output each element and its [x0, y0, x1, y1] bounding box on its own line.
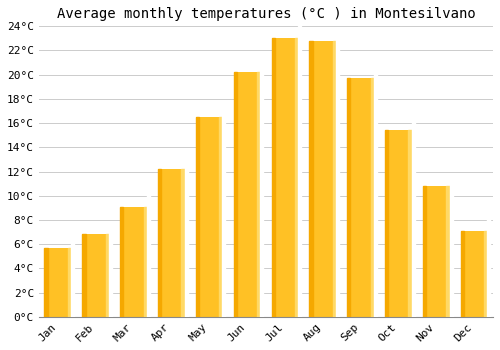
- Bar: [310, 41, 312, 317]
- Bar: [333, 41, 336, 317]
- Bar: [374, 66, 377, 317]
- Bar: [182, 169, 184, 317]
- Bar: [408, 131, 412, 317]
- Bar: [144, 206, 146, 317]
- Bar: [370, 78, 374, 317]
- Bar: [348, 78, 374, 317]
- Bar: [272, 38, 275, 317]
- Bar: [219, 117, 222, 317]
- Bar: [310, 41, 336, 317]
- Title: Average monthly temperatures (°C ) in Montesilvano: Average monthly temperatures (°C ) in Mo…: [56, 7, 476, 21]
- Bar: [71, 236, 74, 317]
- Bar: [423, 186, 426, 317]
- Bar: [234, 72, 260, 317]
- Bar: [260, 60, 264, 317]
- Bar: [484, 231, 488, 317]
- Bar: [120, 206, 146, 317]
- Bar: [234, 72, 237, 317]
- Bar: [82, 234, 86, 317]
- Bar: [44, 248, 71, 317]
- Bar: [82, 234, 109, 317]
- Bar: [158, 169, 161, 317]
- Bar: [461, 231, 487, 317]
- Bar: [295, 38, 298, 317]
- Bar: [272, 38, 298, 317]
- Bar: [412, 118, 414, 317]
- Bar: [488, 219, 490, 317]
- Bar: [146, 195, 150, 317]
- Bar: [450, 174, 452, 317]
- Bar: [348, 78, 350, 317]
- Bar: [184, 157, 188, 317]
- Bar: [298, 26, 301, 317]
- Bar: [196, 117, 222, 317]
- Bar: [106, 234, 109, 317]
- Bar: [68, 248, 71, 317]
- Bar: [109, 222, 112, 317]
- Bar: [385, 131, 411, 317]
- Bar: [158, 169, 184, 317]
- Bar: [196, 117, 199, 317]
- Bar: [446, 186, 450, 317]
- Bar: [336, 29, 339, 317]
- Bar: [423, 186, 450, 317]
- Bar: [257, 72, 260, 317]
- Bar: [120, 206, 124, 317]
- Bar: [385, 131, 388, 317]
- Bar: [222, 105, 226, 317]
- Bar: [461, 231, 464, 317]
- Bar: [44, 248, 48, 317]
